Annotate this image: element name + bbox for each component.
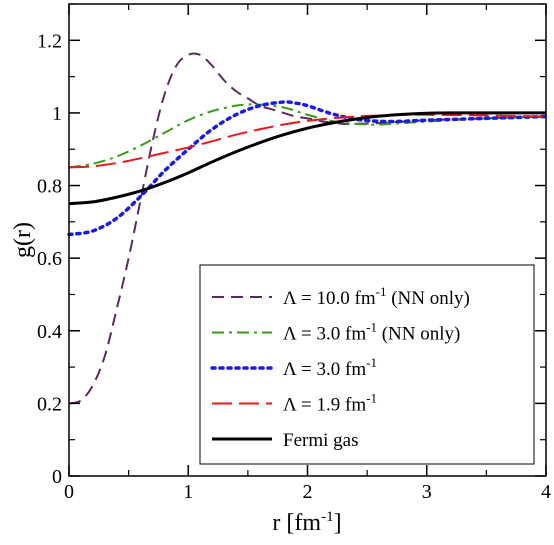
legend-box xyxy=(199,264,535,465)
y-tick-label: 1.2 xyxy=(37,30,62,52)
x-axis-label: r [fm-1] xyxy=(272,509,341,536)
axis-ticks: 0 1 2 3 4 0 0.2 0.4 0.6 0.8 1 1.2 xyxy=(37,3,551,503)
legend-label-0: Λ = 10.0 fm-1 (NN only) xyxy=(283,284,470,309)
legend: Λ = 10.0 fm-1 (NN only) Λ = 3.0 fm-1 (NN … xyxy=(199,264,535,465)
x-tick-label: 0 xyxy=(64,481,74,503)
series-lines xyxy=(67,52,548,405)
y-axis-label: g(r) xyxy=(10,222,36,258)
x-tick-label: 2 xyxy=(303,481,313,503)
y-tick-label: 0.2 xyxy=(37,393,62,415)
series-line-2 xyxy=(67,100,548,237)
x-tick-label: 3 xyxy=(422,481,432,503)
series-line-4 xyxy=(68,111,546,206)
series-line-0 xyxy=(68,52,547,405)
legend-items: Λ = 10.0 fm-1 (NN only) Λ = 3.0 fm-1 (NN … xyxy=(210,284,470,451)
y-tick-label: 0.6 xyxy=(37,248,62,270)
x-tick-label: 1 xyxy=(183,481,193,503)
y-tick-label: 0.8 xyxy=(37,176,62,198)
series-line-3 xyxy=(68,113,547,169)
legend-label-1: Λ = 3.0 fm-1 (NN only) xyxy=(283,320,460,345)
y-tick-label: 0.4 xyxy=(37,321,62,343)
y-tick-label: 0 xyxy=(52,466,62,488)
legend-label-2: Λ = 3.0 fm-1 xyxy=(283,355,377,380)
y-tick-label: 1 xyxy=(52,103,62,125)
legend-label-4: Fermi gas xyxy=(283,430,358,451)
legend-label-3: Λ = 1.9 fm-1 xyxy=(283,391,377,416)
x-tick-label: 4 xyxy=(541,481,551,503)
